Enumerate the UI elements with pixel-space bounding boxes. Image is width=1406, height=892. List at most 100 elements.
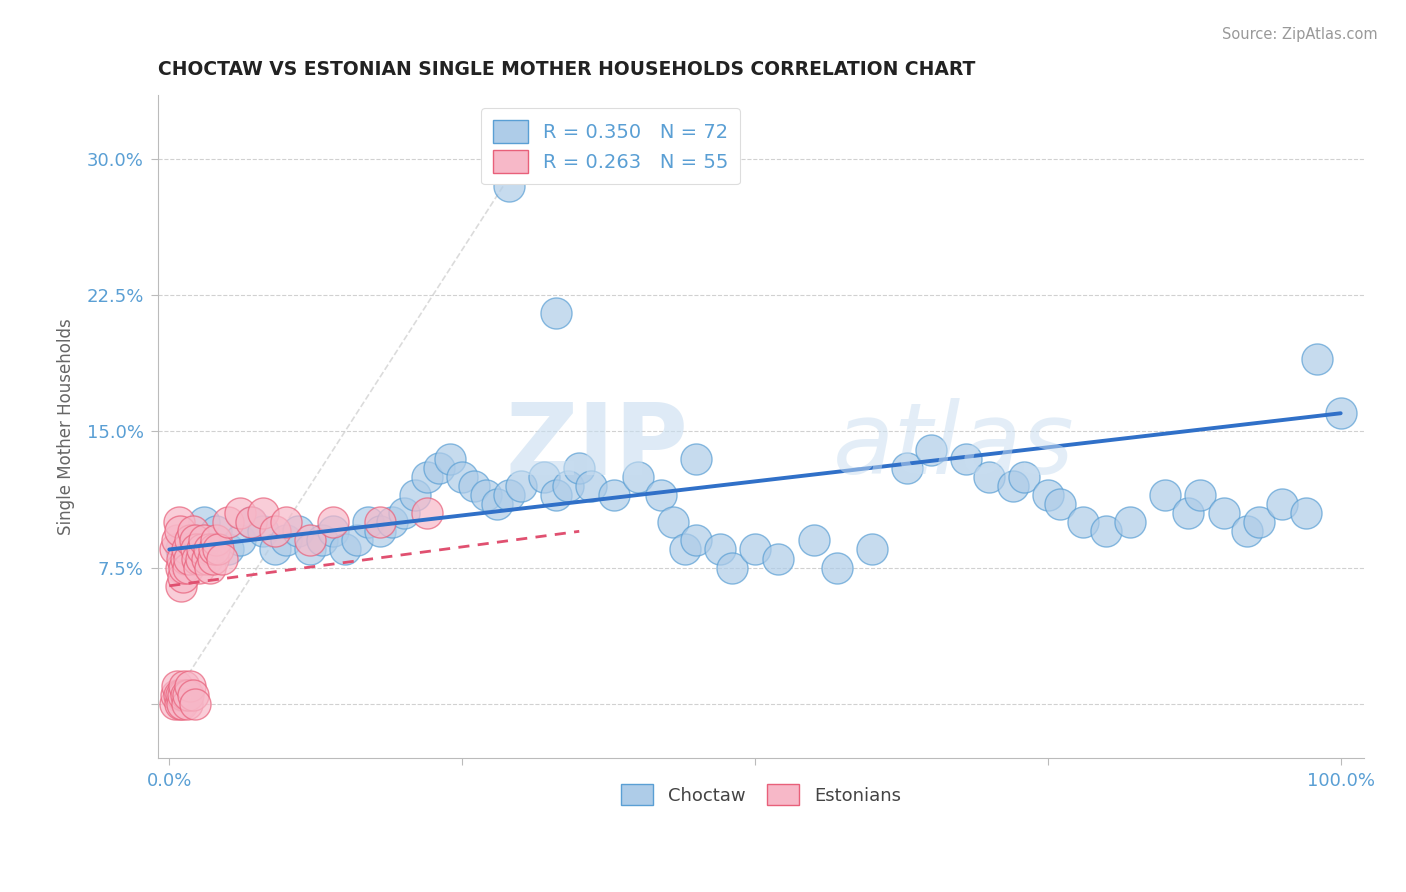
Point	[276, 515, 298, 529]
Text: CHOCTAW VS ESTONIAN SINGLE MOTHER HOUSEHOLDS CORRELATION CHART: CHOCTAW VS ESTONIAN SINGLE MOTHER HOUSEH…	[157, 60, 974, 78]
Point	[172, 697, 194, 711]
Point	[276, 533, 298, 548]
Point	[240, 515, 263, 529]
Point	[322, 515, 344, 529]
Point	[174, 688, 197, 702]
Point	[176, 542, 198, 557]
Point	[179, 679, 201, 693]
Point	[298, 542, 321, 557]
Point	[184, 533, 207, 548]
Point	[176, 697, 198, 711]
Point	[167, 688, 190, 702]
Point	[533, 470, 555, 484]
Point	[311, 533, 333, 548]
Point	[557, 479, 579, 493]
Point	[1247, 515, 1270, 529]
Point	[544, 306, 567, 320]
Point	[673, 542, 696, 557]
Point	[174, 551, 197, 566]
Point	[1001, 479, 1024, 493]
Point	[685, 533, 707, 548]
Point	[1177, 506, 1199, 520]
Point	[955, 451, 977, 466]
Point	[368, 515, 391, 529]
Point	[486, 497, 509, 511]
Point	[544, 488, 567, 502]
Point	[170, 542, 193, 557]
Point	[1330, 406, 1353, 420]
Point	[1119, 515, 1142, 529]
Point	[170, 688, 193, 702]
Point	[1036, 488, 1059, 502]
Point	[509, 479, 531, 493]
Point	[170, 560, 193, 574]
Point	[205, 524, 228, 539]
Y-axis label: Single Mother Households: Single Mother Households	[58, 318, 75, 535]
Point	[896, 460, 918, 475]
Point	[768, 551, 790, 566]
Point	[368, 524, 391, 539]
Point	[627, 470, 650, 484]
Point	[298, 533, 321, 548]
Point	[322, 524, 344, 539]
Point	[205, 533, 228, 548]
Point	[181, 533, 204, 548]
Point	[404, 488, 426, 502]
Point	[165, 697, 187, 711]
Point	[346, 533, 368, 548]
Point	[825, 560, 848, 574]
Point	[186, 542, 208, 557]
Point	[416, 506, 439, 520]
Point	[181, 688, 204, 702]
Point	[184, 697, 207, 711]
Point	[167, 515, 190, 529]
Point	[252, 506, 274, 520]
Point	[173, 679, 195, 693]
Point	[381, 515, 404, 529]
Point	[181, 524, 204, 539]
Point	[207, 542, 229, 557]
Point	[169, 524, 191, 539]
Point	[474, 488, 496, 502]
Point	[1236, 524, 1258, 539]
Point	[1271, 497, 1294, 511]
Point	[463, 479, 485, 493]
Point	[165, 688, 187, 702]
Point	[172, 570, 194, 584]
Point	[170, 579, 193, 593]
Point	[1095, 524, 1118, 539]
Point	[179, 533, 201, 548]
Point	[177, 560, 200, 574]
Point	[169, 697, 191, 711]
Point	[860, 542, 883, 557]
Point	[392, 506, 415, 520]
Point	[166, 679, 188, 693]
Point	[195, 551, 218, 566]
Point	[1295, 506, 1317, 520]
Point	[200, 560, 222, 574]
Text: ZIP: ZIP	[506, 398, 689, 495]
Legend: Choctaw, Estonians: Choctaw, Estonians	[613, 777, 908, 813]
Point	[263, 524, 285, 539]
Point	[920, 442, 942, 457]
Point	[498, 179, 520, 194]
Point	[720, 560, 742, 574]
Point	[416, 470, 439, 484]
Point	[709, 542, 731, 557]
Point	[228, 533, 250, 548]
Point	[177, 688, 200, 702]
Text: atlas: atlas	[834, 398, 1074, 495]
Point	[193, 515, 215, 529]
Point	[1014, 470, 1036, 484]
Point	[568, 460, 591, 475]
Point	[1071, 515, 1094, 529]
Point	[193, 533, 215, 548]
Point	[228, 506, 250, 520]
Point	[1154, 488, 1177, 502]
Point	[179, 551, 201, 566]
Point	[191, 542, 214, 557]
Point	[201, 551, 224, 566]
Text: Source: ZipAtlas.com: Source: ZipAtlas.com	[1222, 27, 1378, 42]
Point	[165, 542, 187, 557]
Point	[451, 470, 474, 484]
